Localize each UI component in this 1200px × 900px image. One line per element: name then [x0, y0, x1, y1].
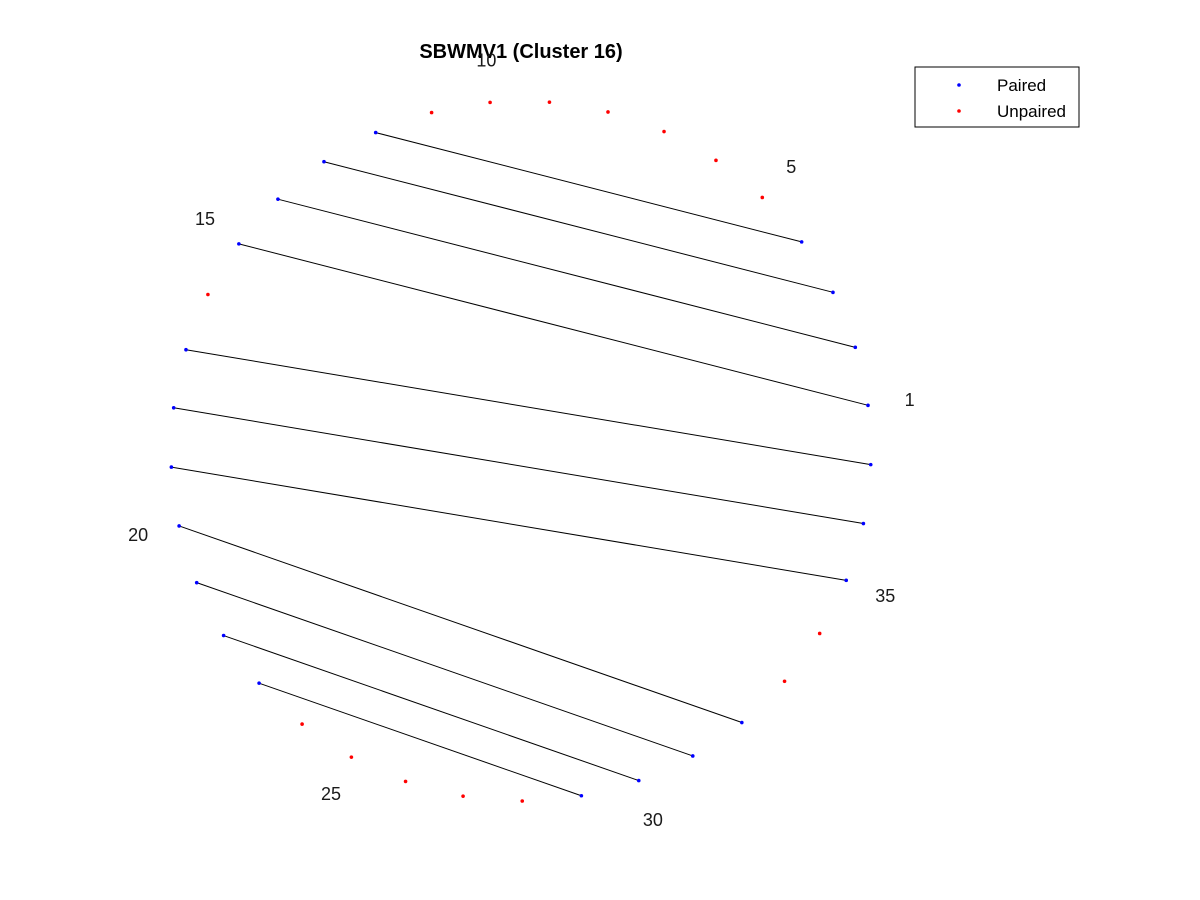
pair-line-22-30: [223, 635, 639, 782]
pair-line-20-32: [178, 525, 743, 724]
paired-point-20: [177, 524, 181, 528]
legend: Paired Unpaired: [914, 66, 1080, 128]
unpaired-point-28: [520, 799, 525, 803]
unpaired-point-9: [547, 100, 552, 104]
paired-point-30: [636, 778, 641, 783]
paired-point-14: [276, 197, 280, 201]
unpaired-point-33: [782, 679, 787, 684]
pair-line-18-36: [173, 407, 864, 525]
legend-label-paired: Paired: [997, 76, 1046, 95]
legend-label-unpaired: Unpaired: [997, 102, 1066, 121]
pair-line-1-15: [238, 243, 869, 406]
index-label-1: 1: [905, 390, 915, 410]
index-label-15: 15: [195, 209, 215, 229]
unpaired-point-6: [714, 158, 718, 163]
paired-point-21: [194, 580, 199, 585]
unpaired-point-5: [760, 195, 765, 200]
paired-point-36: [861, 521, 866, 526]
paired-point-1: [866, 403, 870, 408]
index-label-25: 25: [321, 784, 341, 804]
points: [169, 100, 873, 803]
pair-line-3-13: [323, 161, 834, 293]
unpaired-point-7: [662, 129, 666, 134]
pair-line-17-37: [185, 349, 871, 466]
index-label-35: 35: [875, 586, 895, 606]
legend-box: [914, 66, 1080, 128]
unpaired-point-16: [206, 292, 210, 297]
unpaired-point-25: [349, 755, 354, 759]
legend-marker-paired: [957, 83, 961, 87]
pair-line-19-35: [171, 466, 847, 581]
paired-point-31: [690, 754, 695, 758]
index-label-20: 20: [128, 525, 148, 545]
paired-point-37: [868, 462, 873, 467]
chart-title: SBWMV1 (Cluster 16): [419, 41, 622, 63]
paired-point-3: [831, 290, 835, 295]
unpaired-point-10: [488, 100, 492, 105]
paired-point-18: [171, 405, 176, 410]
unpaired-point-26: [403, 779, 408, 784]
paired-point-19: [169, 465, 174, 469]
paired-point-35: [844, 578, 849, 583]
unpaired-point-8: [606, 110, 610, 114]
paired-point-13: [322, 159, 326, 164]
unpaired-point-27: [461, 794, 465, 798]
unpaired-point-34: [817, 631, 822, 636]
paired-point-22: [221, 633, 226, 638]
legend-marker-unpaired: [957, 109, 961, 113]
pair-line-2-14: [277, 198, 856, 348]
unpaired-point-11: [429, 110, 434, 115]
index-label-10: 10: [476, 51, 496, 71]
index-label-5: 5: [786, 157, 796, 177]
paired-point-4: [799, 240, 804, 244]
index-label-30: 30: [643, 810, 663, 830]
paired-point-2: [853, 345, 858, 350]
pair-line-4-12: [375, 132, 802, 243]
paired-point-17: [184, 347, 188, 352]
pair-line-21-31: [196, 582, 693, 757]
paired-point-29: [579, 793, 584, 798]
pair-line-23-29: [258, 682, 582, 797]
paired-point-32: [740, 720, 744, 725]
pair-lines: [171, 132, 871, 797]
paired-point-15: [237, 242, 241, 246]
paired-point-12: [373, 130, 378, 135]
unpaired-point-24: [300, 722, 304, 726]
paired-point-23: [257, 681, 261, 685]
